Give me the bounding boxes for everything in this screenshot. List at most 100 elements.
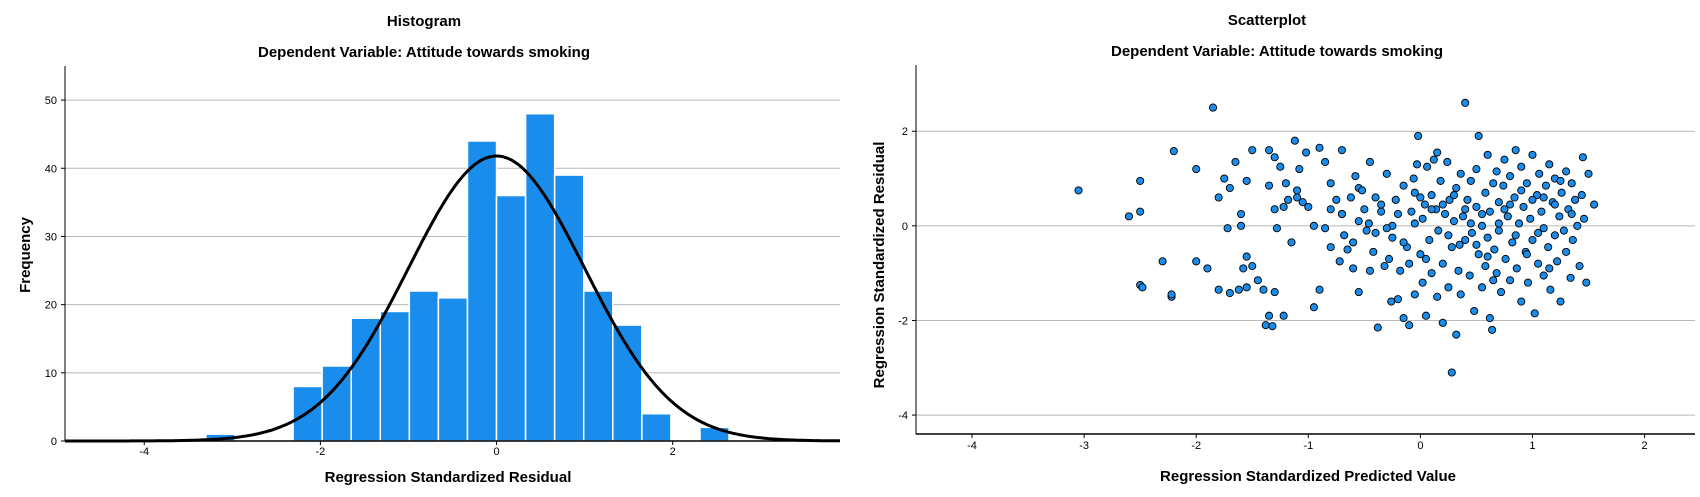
- scatter-point: [1472, 202, 1481, 211]
- scatter-point: [1436, 176, 1445, 185]
- scatter-point: [1447, 368, 1456, 377]
- scatter-point: [1463, 195, 1472, 204]
- scatter-point: [1545, 264, 1554, 273]
- scatter-point: [1466, 176, 1475, 185]
- scatter-point: [1546, 285, 1555, 294]
- histogram-title: Histogram: [387, 13, 461, 30]
- y-tick-label: -2: [898, 315, 908, 327]
- scatter-point: [1485, 314, 1494, 323]
- scatter-point: [1429, 155, 1438, 164]
- scatter-point: [1447, 243, 1456, 252]
- scatter-point: [1465, 271, 1474, 280]
- scatter-point: [1449, 217, 1459, 226]
- scatter-point: [1562, 167, 1571, 176]
- scatter-point: [1358, 186, 1367, 195]
- scatter-point: [1438, 318, 1447, 327]
- scatter-point: [1571, 195, 1580, 204]
- scatter-point: [1423, 162, 1432, 171]
- scatter-point: [1494, 226, 1503, 235]
- scatter-point: [1315, 143, 1324, 152]
- scatter-point: [1416, 250, 1425, 259]
- scatter-point: [1573, 221, 1582, 230]
- scatter-point: [1393, 209, 1403, 219]
- scatter-point: [1425, 235, 1434, 245]
- scatter-point: [1522, 179, 1531, 188]
- scatter-point: [1481, 188, 1490, 197]
- histogram-bar: [379, 310, 411, 442]
- scatter-point: [1472, 240, 1481, 249]
- scatter-point: [1499, 181, 1508, 190]
- histogram-y-ticks: 0 10 20 30 40 50: [45, 95, 65, 448]
- scatter-point: [1192, 257, 1201, 266]
- scatter-point: [1346, 193, 1355, 202]
- scatter-point: [1517, 186, 1526, 195]
- scatter-point: [1582, 278, 1591, 287]
- scatter-point: [1566, 273, 1575, 282]
- scatter-point: [1321, 157, 1330, 167]
- scatter-point: [1433, 148, 1442, 157]
- scatter-point: [1528, 195, 1537, 204]
- scatter-point: [1124, 212, 1134, 221]
- scatter-point: [1539, 271, 1548, 280]
- y-tick-label: 50: [45, 95, 57, 107]
- scatter-point: [1326, 205, 1335, 214]
- scatter-point: [1535, 169, 1544, 178]
- scatter-point: [1528, 235, 1537, 245]
- scatter-point: [1259, 285, 1268, 294]
- x-tick-label: -3: [1079, 440, 1089, 452]
- scatter-point: [1414, 131, 1423, 141]
- scatter-point: [1261, 321, 1270, 330]
- scatter-point: [1508, 238, 1517, 247]
- scatterplot-gridlines: [916, 130, 1695, 416]
- scatter-point: [1169, 147, 1178, 156]
- scatter-point: [1265, 181, 1274, 190]
- scatter-point: [1270, 153, 1279, 162]
- scatter-point: [1427, 191, 1436, 200]
- scatter-point: [1326, 179, 1335, 188]
- scatter-point: [1444, 283, 1453, 292]
- scatter-point: [1534, 228, 1543, 237]
- scatter-point: [1284, 195, 1293, 204]
- x-tick-label: -1: [1303, 440, 1313, 452]
- scatter-point: [1377, 200, 1386, 209]
- scatterplot-x-ticks: -4 -3 -2 -1 0 1 2: [967, 434, 1648, 452]
- scatterplot-y-ticks: -4 -2 0 2: [898, 126, 916, 422]
- histogram-bar: [495, 194, 527, 442]
- scatter-point: [1567, 209, 1576, 219]
- scatter-point: [1497, 288, 1506, 297]
- scatterplot-chart: Scatterplot Dependent Variable: Attitude…: [871, 12, 1695, 485]
- histogram-x-axis-label: Regression Standardized Residual: [325, 469, 572, 486]
- scatter-point: [1503, 212, 1512, 221]
- scatter-point: [1522, 250, 1531, 259]
- scatter-point: [1268, 322, 1277, 331]
- scatter-point: [1272, 224, 1281, 233]
- scatter-point: [1477, 221, 1487, 230]
- scatter-point: [1433, 292, 1442, 301]
- scatter-point: [1158, 257, 1167, 266]
- scatter-point: [1523, 278, 1533, 287]
- scatter-point: [1362, 226, 1371, 235]
- histogram-bar: [466, 140, 498, 442]
- scatterplot-x-axis-label: Regression Standardized Predicted Value: [1160, 468, 1456, 485]
- scatter-point: [1295, 165, 1304, 174]
- histogram-bar: [350, 317, 382, 442]
- x-tick-label: 2: [1641, 440, 1647, 452]
- histogram-chart: Histogram Dependent Variable: Attitude t…: [17, 13, 841, 486]
- scatter-point: [1248, 146, 1257, 155]
- scatter-point: [1225, 288, 1234, 298]
- scatter-point: [1452, 330, 1461, 339]
- scatter-point: [1427, 205, 1436, 214]
- scatter-point: [1455, 240, 1464, 249]
- scatter-point: [1544, 243, 1553, 252]
- scatter-point: [1440, 209, 1450, 219]
- scatter-point: [1500, 155, 1509, 164]
- x-tick-label: -4: [967, 440, 977, 452]
- scatter-point: [1501, 254, 1510, 264]
- scatter-point: [1340, 231, 1349, 240]
- scatter-point: [1265, 146, 1274, 155]
- scatter-point: [1192, 165, 1201, 174]
- y-tick-label: 0: [902, 221, 908, 233]
- scatter-point: [1555, 212, 1564, 221]
- x-tick-label: -2: [1191, 440, 1201, 452]
